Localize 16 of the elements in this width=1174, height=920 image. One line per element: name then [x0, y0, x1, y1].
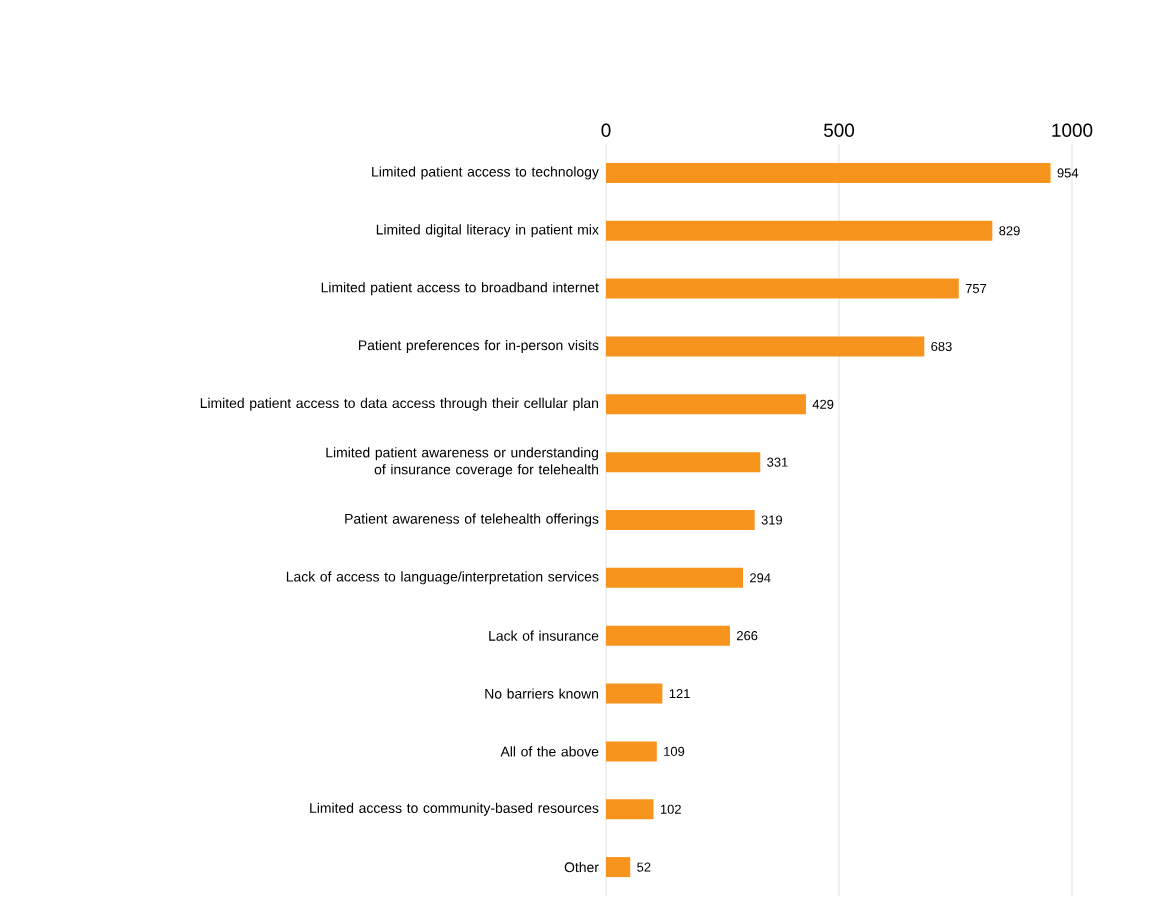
bar — [606, 510, 755, 531]
bar — [606, 162, 1051, 183]
bar — [606, 278, 959, 299]
bar — [606, 452, 761, 473]
bar — [606, 857, 631, 878]
x-tick-label: 0 — [601, 123, 611, 137]
x-tick-label: 1000 — [1052, 123, 1093, 137]
bar — [606, 625, 730, 646]
bar — [606, 799, 654, 820]
bar — [606, 336, 925, 357]
bar — [606, 567, 744, 588]
x-tick-label: 500 — [823, 123, 855, 137]
bar — [606, 394, 806, 415]
bar — [606, 220, 993, 241]
bar — [606, 741, 657, 762]
bar — [606, 683, 663, 704]
